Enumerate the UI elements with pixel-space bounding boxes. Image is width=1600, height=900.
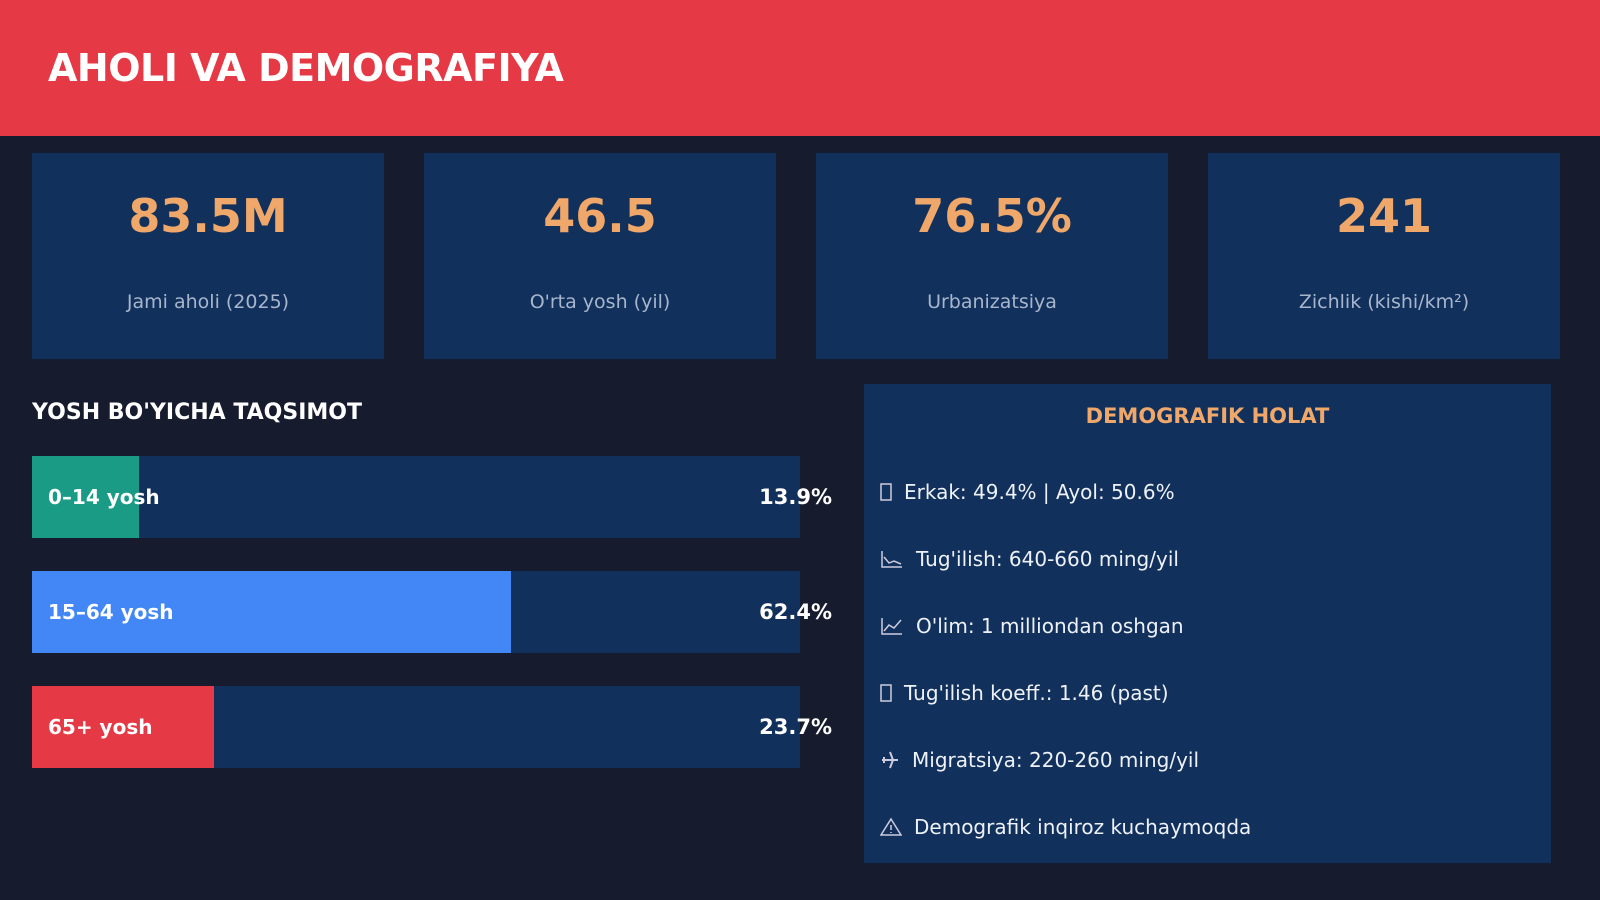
stat-value: 83.5M [128, 189, 288, 243]
icon [882, 751, 898, 769]
status-item: Migratsiya: 220-260 ming/yil [880, 745, 1199, 775]
bar-track: 0–14 yosh [32, 456, 800, 538]
stat-card: 241 Zichlik (kishi/km²) [1208, 153, 1560, 359]
chart-title: YOSH BO'YICHA TAQSIMOT [32, 400, 362, 425]
status-panel: DEMOGRAFIK HOLAT Erkak: 49.4% | Ayol: 50… [864, 384, 1551, 863]
stat-label: Jami aholi (2025) [126, 291, 290, 313]
status-text: Tug'ilish koeff.: 1.46 (past) [904, 681, 1169, 705]
bar [32, 571, 512, 653]
status-item: O'lim: 1 milliondan oshgan [880, 611, 1184, 641]
status-text: Tug'ilish: 640-660 ming/yil [916, 547, 1179, 571]
status-text: O'lim: 1 milliondan oshgan [916, 614, 1184, 638]
status-text: Erkak: 49.4% | Ayol: 50.6% [904, 480, 1175, 504]
bar-track: 15–64 yosh [32, 571, 800, 653]
status-text: Migratsiya: 220-260 ming/yil [912, 748, 1200, 772]
stat-card: 46.5 O'rta yosh (yil) [424, 153, 776, 359]
bar-label: 65+ yosh [48, 715, 153, 739]
header: AHOLI VA DEMOGRAFIYA [0, 0, 1600, 136]
stat-value: 241 [1335, 189, 1433, 243]
bar [32, 686, 215, 768]
icon [880, 817, 902, 836]
status-item: Tug'ilish koeff.: 1.46 (past) [880, 678, 1169, 708]
stat-label: Zichlik (kishi/km²) [1298, 291, 1470, 313]
stat-label: O'rta yosh (yil) [529, 291, 671, 313]
status-item: Demografik inqiroz kuchaymoqda [880, 812, 1251, 842]
stat-card: 76.5% Urbanizatsiya [816, 153, 1168, 359]
bar-label: 15–64 yosh [48, 600, 174, 624]
bar-track: 65+ yosh [32, 686, 800, 768]
icon [880, 684, 892, 702]
stat-value: 46.5 [543, 189, 657, 243]
icon [880, 483, 892, 501]
status-text: Demografik inqiroz kuchaymoqda [914, 815, 1252, 839]
value-label: 13.9% [759, 485, 832, 509]
icon [881, 618, 902, 635]
value-label: 62.4% [759, 600, 832, 624]
status-item: Tug'ilish: 640-660 ming/yil [880, 544, 1179, 574]
panel-title: DEMOGRAFIK HOLAT [1085, 404, 1330, 428]
value-label: 23.7% [759, 715, 832, 739]
icon [881, 551, 902, 568]
stat-card: 83.5M Jami aholi (2025) [32, 153, 384, 359]
stat-value: 76.5% [912, 189, 1072, 243]
status-item: Erkak: 49.4% | Ayol: 50.6% [880, 477, 1175, 507]
stat-label: Urbanizatsiya [927, 291, 1057, 313]
bar [32, 456, 139, 538]
bar-label: 0–14 yosh [48, 485, 160, 509]
page-title: AHOLI VA DEMOGRAFIYA [48, 46, 564, 90]
